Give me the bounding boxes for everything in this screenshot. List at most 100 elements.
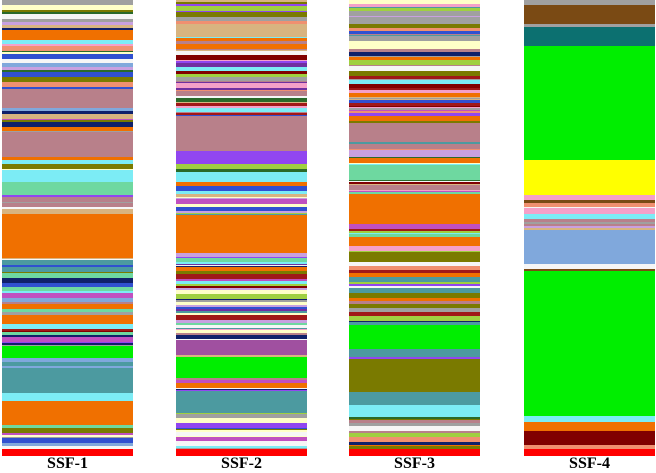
stripe-band [349, 100, 480, 103]
stripe-band [176, 448, 307, 449]
band-lightblue [524, 230, 655, 264]
band-brown [524, 5, 655, 24]
stripe-band [349, 419, 480, 420]
stripe-band [349, 357, 480, 359]
band-orange [2, 214, 133, 258]
stripe-band [349, 8, 480, 11]
band-maroon [524, 431, 655, 445]
stripe-band [2, 446, 133, 449]
stripe-band [349, 163, 480, 164]
ssf-1-label: SSF-1 [47, 455, 88, 472]
stripe-band [349, 288, 480, 293]
stripe-band [349, 301, 480, 304]
stripe-band [2, 267, 133, 272]
stripe-band [349, 65, 480, 66]
stripe-band [349, 106, 480, 107]
stripe-band [176, 213, 307, 214]
stripe-band [2, 283, 133, 287]
stripe-band [2, 304, 133, 309]
stripe-band [2, 122, 133, 127]
stripe-band [176, 436, 307, 437]
stripe-band [349, 121, 480, 123]
stripe-band [176, 302, 307, 305]
stripe-band [176, 194, 307, 197]
stripe-band [176, 198, 307, 199]
stripe-band [176, 50, 307, 51]
stripe-band [349, 109, 480, 110]
stripe-band [176, 82, 307, 83]
band-mauve [349, 123, 480, 142]
stripe-band [524, 226, 655, 228]
band-cyan [349, 405, 480, 417]
stripe-band [2, 366, 133, 368]
stripe-band [2, 52, 133, 54]
stripe-band [524, 207, 655, 208]
stripe-band [349, 190, 480, 191]
stripe-band [349, 157, 480, 158]
band-orange [2, 401, 133, 425]
stripe-band [176, 328, 307, 329]
stripe-band [2, 197, 133, 202]
stripe-band [349, 31, 480, 34]
stripe-band [349, 36, 480, 41]
stripe-band [176, 432, 307, 436]
stripe-band [176, 330, 307, 333]
stripe-band [176, 414, 307, 418]
band-orange [349, 237, 480, 246]
stripe-band [349, 49, 480, 52]
stripe-band [349, 99, 480, 100]
stripe-band [2, 265, 133, 267]
stripe-band [524, 208, 655, 212]
stripe-band [349, 60, 480, 65]
stripe-band [349, 80, 480, 84]
stripe-band [2, 157, 133, 160]
stripe-band [349, 11, 480, 16]
stripe-band [176, 300, 307, 302]
stripe-band [2, 14, 133, 19]
stripe-band [349, 322, 480, 325]
stripe-band [176, 428, 307, 429]
stripe-band [176, 96, 307, 98]
stripe-band [176, 311, 307, 313]
stripe-band [2, 203, 133, 207]
stripe-band [349, 437, 480, 442]
stripe-band [349, 71, 480, 76]
stripe-band [176, 267, 307, 271]
band-olive [349, 252, 480, 262]
stripe-band [349, 284, 480, 286]
stripe-band [2, 437, 133, 438]
stripe-band [176, 37, 307, 38]
band-teal [2, 368, 133, 393]
stripe-band [176, 286, 307, 288]
stripe-band [349, 352, 480, 357]
stripe-band [2, 258, 133, 259]
stripe-band [349, 79, 480, 80]
stripe-band [349, 224, 480, 229]
stripe-band [2, 331, 133, 332]
stripe-band [176, 288, 307, 290]
stripe-band [2, 6, 133, 10]
stripe-band [349, 4, 480, 7]
stripe-band [349, 90, 480, 93]
ssf-4-label: SSF-4 [569, 455, 610, 472]
stripe-band [176, 390, 307, 391]
band-orange [524, 422, 655, 431]
stripe-band [2, 51, 133, 52]
stripe-band [176, 44, 307, 49]
stripe-band [2, 298, 133, 302]
band-mauve [2, 89, 133, 108]
stripe-band [349, 28, 480, 31]
stripe-band [176, 88, 307, 90]
stripe-band [176, 429, 307, 430]
stripe-band [176, 182, 307, 186]
band-orange [349, 194, 480, 224]
stripe-band [2, 358, 133, 362]
stripe-band [349, 103, 480, 106]
stripe-band [349, 0, 480, 4]
stripe-band [176, 204, 307, 207]
stripe-band [176, 313, 307, 315]
stripe-band [176, 103, 307, 106]
band-green [2, 346, 133, 358]
stripe-band [2, 114, 133, 119]
stripe-band [349, 17, 480, 21]
